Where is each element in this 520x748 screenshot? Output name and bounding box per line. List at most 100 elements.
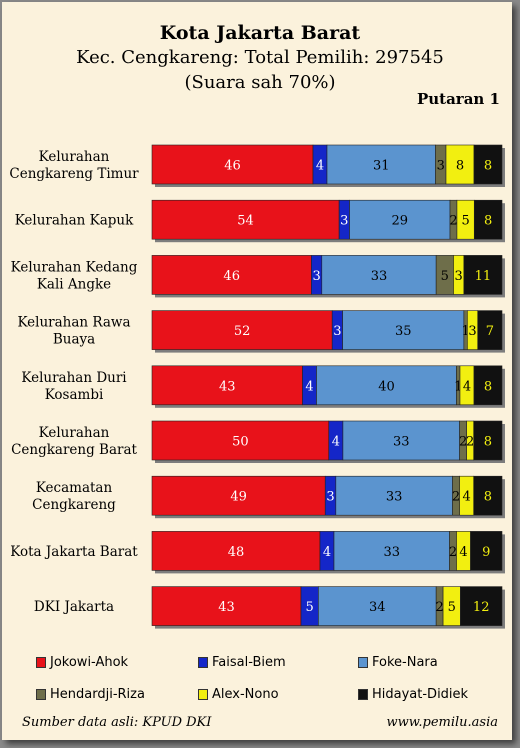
legend-swatch [358, 657, 368, 668]
data-label: 4 [459, 545, 467, 560]
data-label: 3 [455, 269, 463, 284]
data-label: 8 [484, 159, 492, 174]
legend-item: Hendardji-Riza [36, 687, 145, 702]
data-label: 3 [468, 324, 476, 339]
bar-segment [151, 144, 314, 185]
chart-subtitle: Kec. Cengkareng: Total Pemilih: 297545 [76, 47, 444, 68]
bar-segment [473, 420, 503, 461]
data-label: 4 [305, 379, 313, 394]
data-label: 46 [223, 269, 240, 284]
legend-item: Foke-Nara [358, 655, 438, 670]
legend-label: Jokowi-Ahok [50, 655, 129, 670]
data-label: 43 [219, 379, 236, 394]
bar-segment [151, 531, 321, 571]
bar-segment [321, 255, 437, 295]
bar-segment [473, 199, 503, 240]
data-label: 34 [369, 600, 386, 615]
data-label: 2 [452, 490, 460, 505]
data-label: 5 [448, 600, 456, 615]
data-label: 3 [326, 490, 334, 505]
data-label: 52 [234, 324, 251, 339]
data-label: 33 [383, 545, 400, 560]
data-label: 43 [218, 600, 235, 615]
legend-item: Hidayat-Didiek [358, 687, 468, 702]
category-label: Kelurahan Cengkareng Timur [9, 149, 139, 182]
legend-item: Faisal-Biem [198, 655, 286, 670]
category-label: Kecamatan Cengkareng [32, 480, 116, 513]
bar-segment [463, 255, 503, 295]
data-label: 5 [306, 600, 314, 615]
legend-label: Alex-Nono [212, 687, 279, 702]
data-label: 54 [237, 214, 254, 229]
bar-segment [151, 255, 312, 295]
legend-swatch [36, 657, 46, 668]
bar-segment [151, 475, 326, 516]
data-label: 4 [332, 435, 340, 450]
legend-label: Foke-Nara [372, 655, 438, 670]
legend-item: Alex-Nono [198, 687, 279, 702]
data-label: 3 [340, 214, 348, 229]
legend-label: Hidayat-Didiek [372, 687, 469, 702]
bar-segment [151, 199, 340, 240]
round-label: Putaran 1 [416, 90, 500, 108]
data-label: 8 [484, 214, 492, 229]
data-label: 8 [484, 379, 492, 394]
data-label: 4 [323, 545, 331, 560]
data-label: 8 [484, 435, 492, 450]
category-label: Kelurahan Kapuk [15, 213, 134, 229]
bar-segment [477, 310, 503, 350]
category-label: Kelurahan Kedang Kali Angke [11, 259, 138, 292]
data-label: 4 [463, 490, 471, 505]
data-label: 4 [463, 379, 471, 394]
bar-segment [318, 586, 437, 626]
data-label: 5 [441, 269, 449, 284]
legend-label: Faisal-Biem [212, 655, 286, 670]
data-label: 2 [466, 435, 474, 450]
data-label: 9 [482, 545, 490, 560]
data-label: 3 [333, 324, 341, 339]
data-label: 49 [230, 490, 247, 505]
data-label: 33 [371, 269, 388, 284]
data-label: 40 [378, 379, 395, 394]
bar-segment [473, 475, 503, 516]
data-label: 2 [459, 435, 467, 450]
data-label: 33 [386, 490, 403, 505]
category-label: Kelurahan Cengkareng Barat [11, 425, 137, 458]
bar-segment [473, 144, 503, 185]
legend-swatch [198, 657, 208, 668]
data-label: 50 [232, 435, 249, 450]
data-label: 48 [228, 545, 245, 560]
source-note: Sumber data asli: KPUD DKI [22, 715, 212, 730]
bar-segment [151, 310, 333, 350]
data-label: 8 [484, 490, 492, 505]
data-label: 31 [373, 159, 390, 174]
data-label: 5 [461, 214, 469, 229]
data-label: 2 [435, 600, 443, 615]
bar-segment [473, 365, 503, 406]
bar-segment [445, 144, 475, 185]
chart-subtitle-2: (Suara sah 70%) [184, 72, 336, 93]
data-label: 8 [456, 159, 464, 174]
data-label: 2 [449, 214, 457, 229]
data-label: 2 [449, 545, 457, 560]
data-label: 3 [312, 269, 320, 284]
bar-segment [460, 586, 503, 626]
data-label: 1 [461, 324, 469, 339]
data-label: 33 [393, 435, 410, 450]
bar-segment [316, 365, 457, 406]
bar-segment [333, 531, 450, 571]
website-label: www.pemilu.asia [386, 715, 498, 730]
bar-segment [326, 144, 436, 185]
bar-segment [151, 420, 330, 461]
data-label: 29 [391, 214, 408, 229]
data-label: 11 [475, 269, 492, 284]
bar-segment [335, 475, 453, 516]
legend-swatch [36, 689, 46, 700]
data-label: 7 [486, 324, 494, 339]
data-label: 3 [437, 159, 445, 174]
legend-label: Hendardji-Riza [50, 687, 145, 702]
bar-segment [470, 531, 503, 571]
data-label: 35 [395, 324, 412, 339]
category-label: Kota Jakarta Barat [10, 544, 138, 560]
